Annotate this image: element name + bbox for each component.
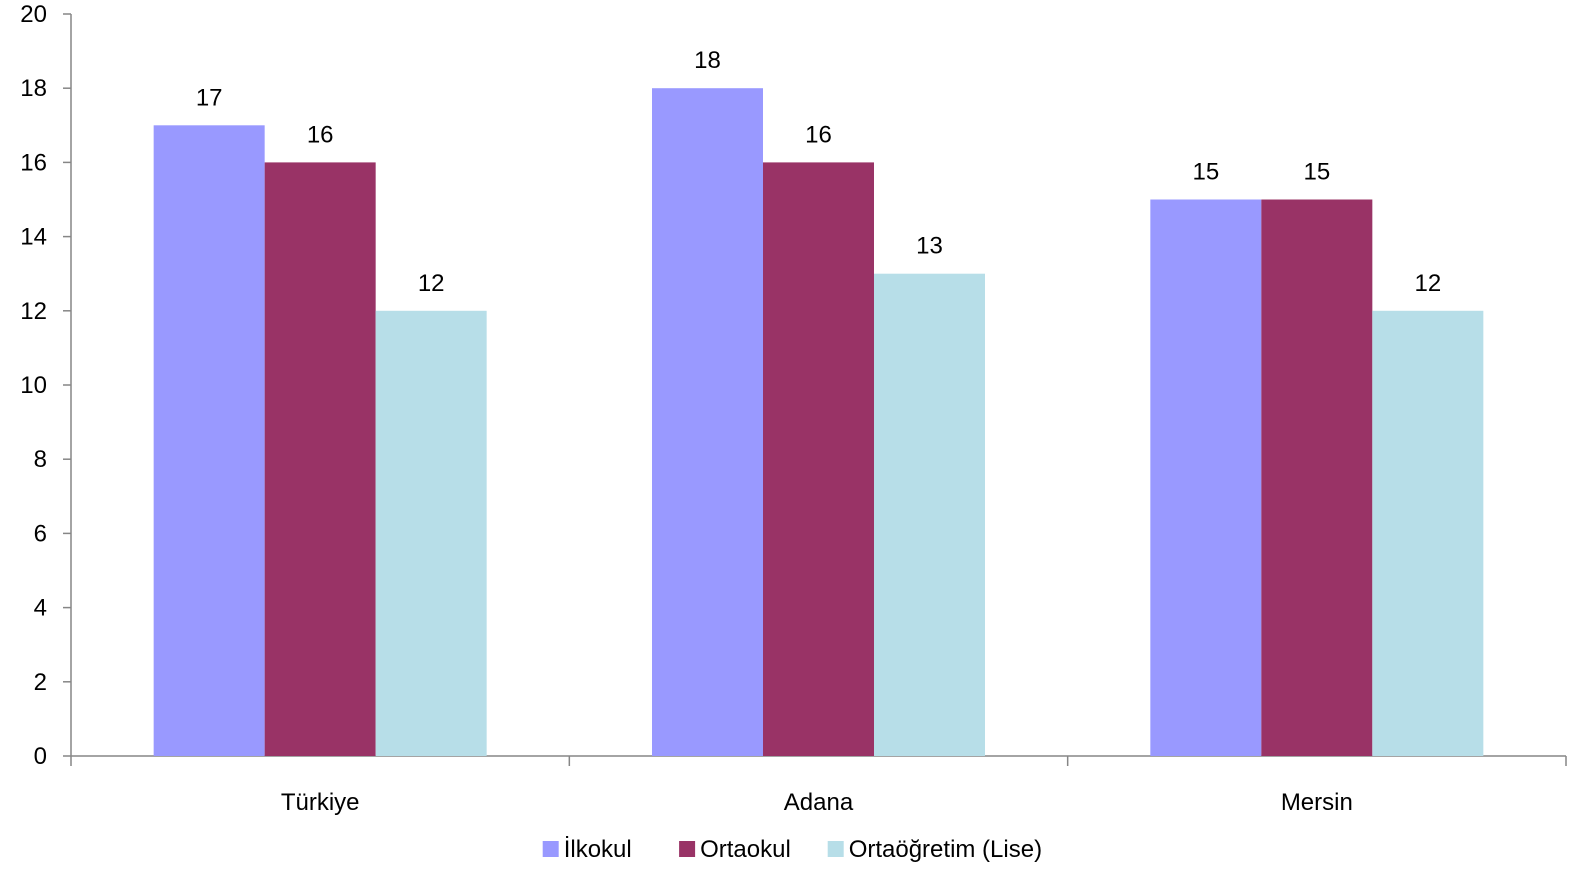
data-label: 13 bbox=[916, 233, 943, 260]
bar bbox=[1372, 310, 1484, 756]
y-tick-label: 2 bbox=[34, 669, 47, 696]
bars-group bbox=[153, 88, 1484, 757]
y-tick-label: 16 bbox=[20, 149, 47, 176]
legend-swatch bbox=[542, 841, 559, 857]
legend-label: Ortaöğretim (Lise) bbox=[849, 836, 1042, 863]
y-tick-label: 6 bbox=[34, 520, 47, 547]
y-tick-label: 4 bbox=[34, 595, 47, 622]
data-label: 12 bbox=[1414, 270, 1441, 297]
y-tick-label: 20 bbox=[20, 1, 47, 28]
y-tick-label: 14 bbox=[20, 224, 47, 251]
bar bbox=[153, 125, 265, 757]
legend: İlkokul Ortaokul Ortaöğretim (Lise) bbox=[542, 836, 1042, 863]
data-label: 16 bbox=[805, 121, 832, 148]
y-tick-label: 18 bbox=[20, 75, 47, 102]
legend-swatch bbox=[679, 841, 696, 857]
data-label: 15 bbox=[1303, 159, 1330, 186]
bar bbox=[763, 162, 874, 756]
legend-swatch bbox=[827, 841, 844, 857]
legend-label: İlkokul bbox=[564, 836, 632, 863]
data-label: 18 bbox=[694, 47, 721, 74]
bar bbox=[874, 273, 985, 756]
x-axis: Türkiye Adana Mersin bbox=[70, 755, 1567, 816]
data-labels-group: 17 18 15 16 16 15 12 13 12 bbox=[196, 47, 1441, 297]
legend-label: Ortaokul bbox=[700, 836, 791, 863]
y-tick-label: 8 bbox=[34, 446, 47, 473]
data-label: 12 bbox=[418, 270, 445, 297]
x-category-label: Türkiye bbox=[281, 789, 360, 816]
y-tick-label: 12 bbox=[20, 298, 47, 325]
y-tick-label: 0 bbox=[34, 743, 47, 770]
y-tick-label: 10 bbox=[20, 372, 47, 399]
y-axis: 0 2 4 6 8 10 12 14 16 18 20 bbox=[20, 1, 72, 770]
bar bbox=[652, 88, 763, 756]
bar bbox=[1261, 199, 1373, 756]
bar bbox=[375, 310, 487, 756]
data-label: 16 bbox=[307, 121, 334, 148]
bar bbox=[264, 162, 376, 756]
data-label: 17 bbox=[196, 84, 223, 111]
data-label: 15 bbox=[1192, 159, 1219, 186]
bar bbox=[1150, 199, 1262, 756]
x-category-label: Adana bbox=[784, 789, 854, 816]
x-category-label: Mersin bbox=[1281, 789, 1353, 816]
